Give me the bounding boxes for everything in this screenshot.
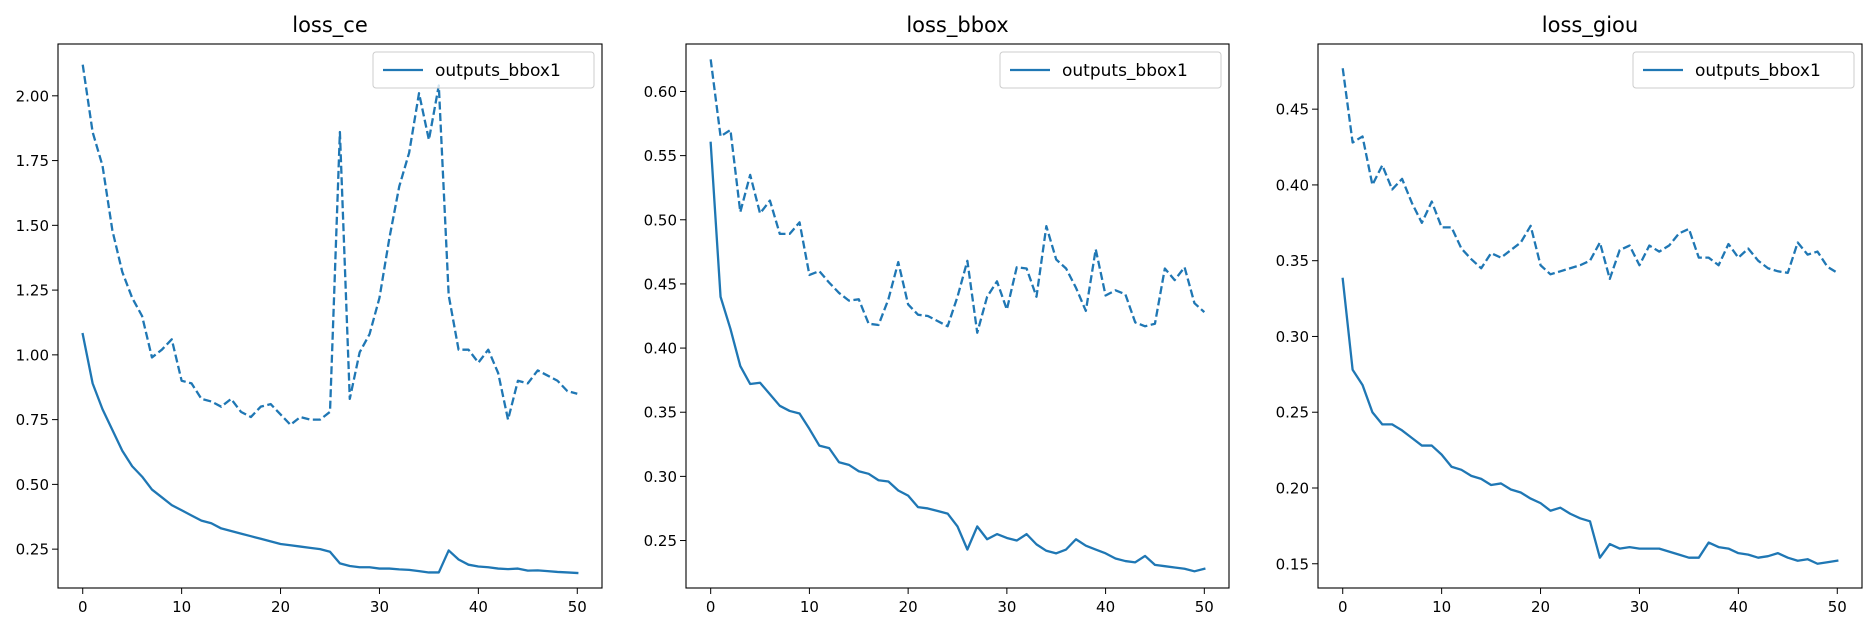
axes-frame — [1317, 43, 1863, 589]
y-tick-label: 1.75 — [16, 152, 49, 170]
axes-frame — [57, 43, 603, 589]
y-tick-label: 1.00 — [16, 346, 49, 364]
panel-title: loss_ce — [292, 13, 368, 38]
y-tick-label: 0.55 — [644, 147, 677, 165]
y-tick-label: 0.35 — [1276, 252, 1309, 270]
y-tick-label: 0.60 — [644, 83, 677, 101]
y-tick-label: 0.35 — [644, 404, 677, 422]
loss-giou-panel: loss_giou 0 10 20 30 40 50 0.15 0.20 0.25 0.30 0.3… — [1276, 13, 1863, 616]
series-line-dashed — [709, 59, 1206, 334]
y-tick-label: 0.25 — [1276, 404, 1309, 422]
legend-box — [999, 51, 1222, 89]
legend: outputs_bbox1 — [1632, 51, 1855, 89]
y-tick-label: 0.25 — [644, 532, 677, 550]
x-tick-label: 10 — [172, 598, 191, 616]
loss-ce-panel: loss_ce 0 10 20 30 40 50 0.25 0.50 0.75 1.00 1.25 1… — [16, 13, 603, 616]
legend: outputs_bbox1 — [372, 51, 595, 89]
legend-label: outputs_bbox1 — [435, 61, 561, 81]
x-tick-label: 40 — [1729, 598, 1748, 616]
series-line-dashed — [1341, 68, 1838, 281]
legend-label: outputs_bbox1 — [1062, 61, 1188, 81]
series-line-solid — [81, 332, 579, 575]
x-tick-label: 10 — [1432, 598, 1451, 616]
x-tick-label: 10 — [800, 598, 819, 616]
y-tick-label: 0.45 — [644, 275, 677, 293]
series-line-dashed — [81, 64, 578, 426]
x-tick-label: 50 — [1828, 598, 1847, 616]
x-tick-label: 40 — [469, 598, 488, 616]
x-tick-label: 30 — [370, 598, 389, 616]
y-tick-label: 0.50 — [16, 476, 49, 494]
y-tick-label: 0.40 — [644, 340, 677, 358]
y-tick-label: 0.20 — [1276, 479, 1309, 497]
legend: outputs_bbox1 — [999, 51, 1222, 89]
panel-title: loss_giou — [1542, 13, 1638, 38]
legend-box — [1632, 51, 1855, 89]
x-tick-label: 20 — [1531, 598, 1550, 616]
x-tick-label: 0 — [1338, 598, 1348, 616]
legend-label: outputs_bbox1 — [1695, 61, 1821, 81]
x-tick-label: 50 — [568, 598, 587, 616]
y-tick-label: 0.30 — [644, 468, 677, 486]
x-tick-label: 30 — [997, 598, 1016, 616]
panel-title: loss_bbox — [906, 13, 1008, 38]
y-tick-label: 0.45 — [1276, 101, 1309, 119]
axes-frame — [685, 43, 1230, 589]
y-tick-label: 1.50 — [16, 217, 49, 235]
x-tick-label: 30 — [1630, 598, 1649, 616]
y-tick-label: 0.40 — [1276, 176, 1309, 194]
legend-box — [372, 51, 595, 89]
y-tick-label: 0.25 — [16, 541, 49, 559]
x-tick-label: 0 — [78, 598, 88, 616]
y-tick-label: 0.30 — [1276, 328, 1309, 346]
x-tick-label: 40 — [1096, 598, 1115, 616]
x-tick-label: 20 — [899, 598, 918, 616]
y-tick-label: 0.50 — [644, 211, 677, 229]
x-tick-label: 20 — [271, 598, 290, 616]
x-tick-label: 50 — [1195, 598, 1214, 616]
loss-bbox-panel: loss_bbox 0 10 20 30 40 50 0.25 0.30 0.35 0.40 0.4… — [644, 13, 1230, 616]
series-line-solid — [709, 141, 1206, 573]
x-tick-label: 0 — [706, 598, 716, 616]
series-line-solid — [1341, 277, 1839, 565]
y-tick-label: 0.75 — [16, 411, 49, 429]
y-tick-label: 1.25 — [16, 282, 49, 300]
y-tick-label: 0.15 — [1276, 555, 1309, 573]
y-tick-label: 2.00 — [16, 87, 49, 105]
